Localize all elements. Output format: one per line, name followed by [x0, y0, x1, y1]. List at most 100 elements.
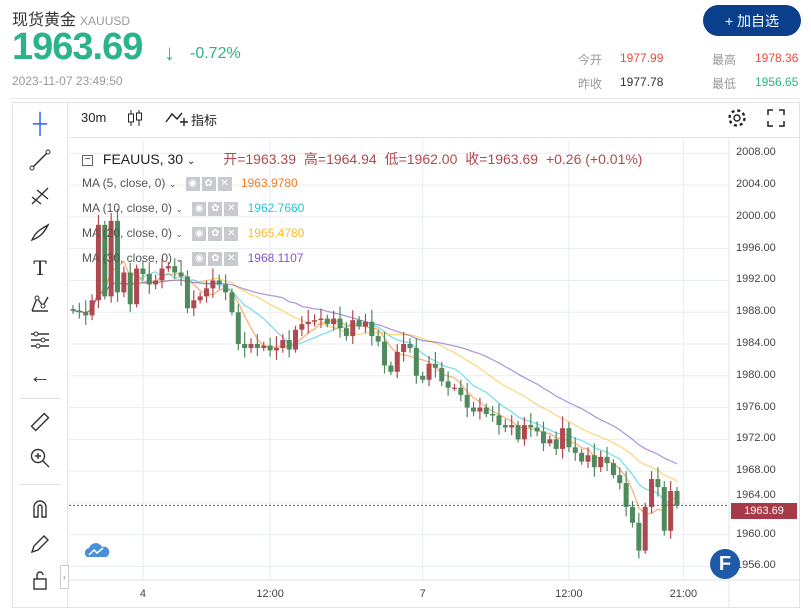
settings-icon[interactable]: ✿: [208, 226, 223, 241]
interval-selector[interactable]: 30m: [81, 110, 107, 125]
chevron-down-icon[interactable]: ⌄: [175, 204, 183, 214]
candle-body: [649, 479, 655, 507]
ma-label[interactable]: MA (10, close, 0): [82, 201, 173, 215]
magnet-icon[interactable]: [26, 494, 54, 522]
lock-draw-icon[interactable]: [26, 530, 54, 558]
lock-icon[interactable]: [26, 566, 54, 594]
cloud-logo-icon: [82, 538, 112, 562]
y-tick-label: 1976.00: [736, 400, 776, 413]
ruler-icon[interactable]: [26, 408, 54, 436]
ma-label[interactable]: MA (20, close, 0): [82, 226, 173, 240]
brush-icon[interactable]: [26, 218, 54, 246]
zoom-in-icon[interactable]: [26, 444, 54, 472]
ma-line-30: [72, 279, 678, 465]
candle-body: [483, 407, 489, 414]
collapse-toolbar-button[interactable]: ‹: [60, 565, 69, 589]
candle-body: [509, 425, 515, 428]
settings-icon[interactable]: ✿: [208, 251, 223, 266]
settings-icon[interactable]: ✿: [208, 201, 223, 216]
eye-icon[interactable]: ◉: [192, 251, 207, 266]
back-arrow-icon[interactable]: ←: [29, 363, 51, 388]
candle-body: [521, 425, 527, 440]
candle-body: [140, 268, 146, 275]
ma-line-20: [72, 277, 678, 482]
legend-open: 开=1963.39: [223, 151, 296, 167]
ohlc-legend: − FEAUUS, 30 ⌄ 开=1963.39 高=1964.94 低=196…: [82, 149, 642, 169]
candle-body: [254, 344, 260, 348]
high-label: 最高: [712, 53, 737, 67]
candle-body: [420, 375, 426, 380]
current-price-label: 1963.69: [731, 503, 797, 520]
settings-icon[interactable]: ✿: [201, 176, 216, 191]
candle-body: [604, 456, 610, 464]
candle-body: [286, 340, 292, 350]
candle-body: [579, 452, 585, 462]
chevron-down-icon[interactable]: ⌄: [186, 156, 196, 167]
open-label: 今开: [578, 53, 603, 67]
y-tick-label: 1988.00: [736, 305, 776, 318]
pattern-icon[interactable]: [26, 290, 54, 318]
candle-body: [197, 296, 203, 301]
x-tick-label: 4: [139, 588, 146, 600]
candle-body: [617, 475, 623, 484]
eye-icon[interactable]: ◉: [192, 201, 207, 216]
legend-change: +0.26 (+0.01%): [545, 151, 643, 167]
trendline-icon[interactable]: [26, 146, 54, 174]
close-icon[interactable]: ✕: [224, 201, 239, 216]
ma-value: 1963.9780: [240, 176, 298, 190]
close-icon[interactable]: ✕: [224, 251, 239, 266]
ma-value: 1968.1107: [247, 251, 304, 265]
candle-body: [642, 506, 648, 551]
collapse-legend-icon[interactable]: −: [82, 154, 93, 166]
fib-icon[interactable]: [26, 182, 54, 210]
indicators-button[interactable]: 指标: [191, 113, 218, 128]
candle-body: [566, 428, 572, 448]
legend-low: 低=1962.00: [384, 151, 458, 167]
measure-lines-icon[interactable]: [26, 326, 54, 354]
candle-body: [229, 292, 235, 313]
candle-body: [585, 455, 591, 462]
close-icon[interactable]: ✕: [217, 176, 232, 191]
ma-label[interactable]: MA (30, close, 0): [82, 251, 173, 265]
ma-legend-1: MA (10, close, 0) ⌄ ◉ ✿ ✕ 1962.7660: [82, 201, 304, 216]
open-value: 1977.99: [620, 51, 664, 65]
candle-body: [477, 407, 483, 412]
candle-type-icon[interactable]: [127, 108, 143, 131]
drawing-toolbar: ┼ T ←: [12, 102, 68, 608]
chevron-down-icon[interactable]: ⌄: [175, 254, 183, 264]
watermark-logo: F: [710, 549, 740, 579]
candle-body: [540, 431, 546, 444]
indicator-icon[interactable]: [165, 108, 189, 131]
chevron-down-icon[interactable]: ⌄: [175, 229, 183, 239]
low-value: 1956.65: [755, 75, 799, 89]
candle-body: [553, 439, 559, 449]
candle-body: [356, 320, 362, 327]
candle-body: [216, 280, 222, 285]
candle-body: [636, 522, 642, 551]
candle-body: [623, 483, 629, 507]
price-chart[interactable]: [69, 139, 800, 607]
candle-body: [318, 318, 324, 321]
candle-body: [350, 320, 356, 337]
text-icon[interactable]: T: [33, 256, 47, 280]
close-icon[interactable]: ✕: [224, 226, 239, 241]
candle-body: [432, 363, 438, 368]
eye-icon[interactable]: ◉: [185, 176, 200, 191]
candle-body: [261, 345, 267, 348]
eye-icon[interactable]: ◉: [192, 226, 207, 241]
high-value: 1978.36: [755, 51, 799, 65]
candle-body: [451, 387, 457, 389]
candle-body: [324, 318, 330, 325]
ma-value: 1965.4780: [247, 226, 305, 240]
candle-body: [184, 276, 190, 309]
legend-symbol[interactable]: FEAUUS, 30: [102, 151, 184, 167]
ma-label[interactable]: MA (5, close, 0): [82, 176, 166, 190]
add-watchlist-button[interactable]: + 加自选: [703, 5, 801, 36]
chevron-down-icon[interactable]: ⌄: [168, 179, 177, 189]
settings-icon[interactable]: [727, 108, 747, 131]
crosshair-icon[interactable]: ┼: [32, 112, 48, 135]
fullscreen-icon[interactable]: [766, 108, 786, 131]
candle-body: [439, 367, 445, 382]
candle-body: [134, 268, 140, 305]
candle-body: [76, 310, 82, 313]
